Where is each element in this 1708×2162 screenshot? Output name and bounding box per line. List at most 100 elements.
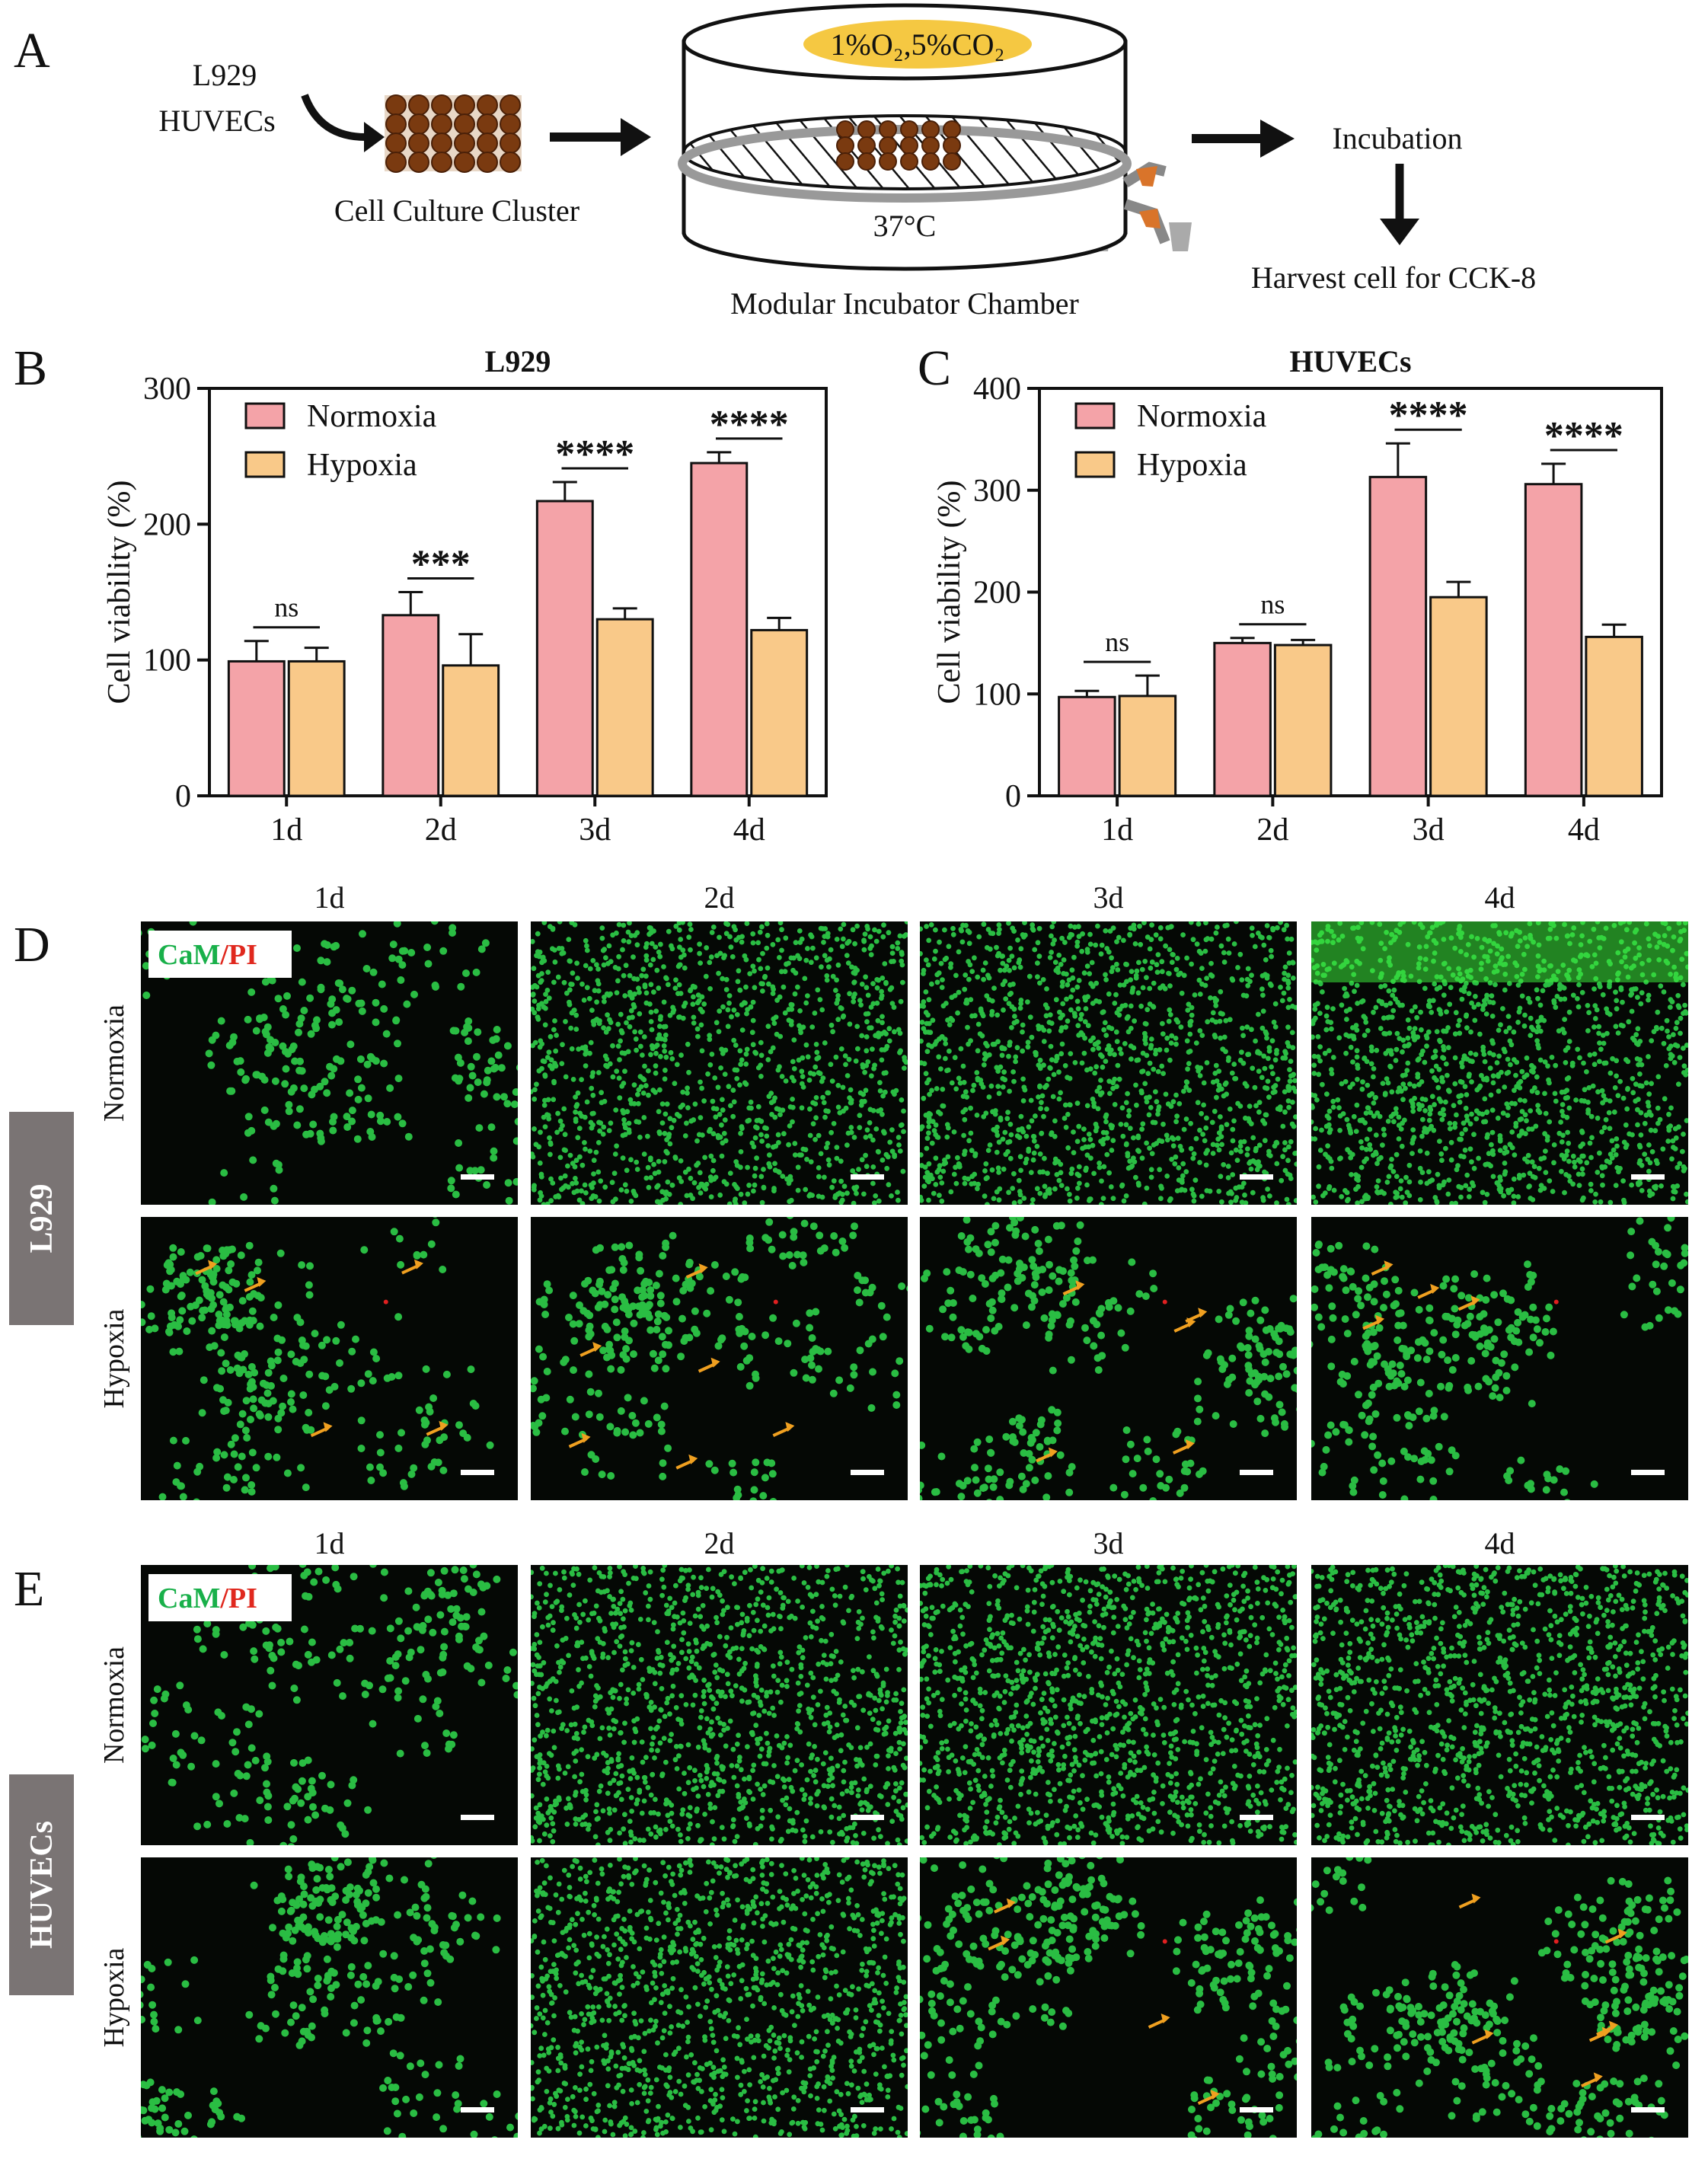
scale-bar bbox=[1631, 2107, 1665, 2113]
significance-label: **** bbox=[710, 403, 789, 446]
stain-cam-label: CaM bbox=[158, 939, 220, 971]
bar-normoxia bbox=[1525, 484, 1582, 796]
row-label: Normoxia bbox=[98, 1004, 130, 1122]
column-label: 4d bbox=[1485, 1526, 1515, 1560]
culture-well-icon bbox=[901, 137, 918, 154]
micrograph-background bbox=[1311, 1217, 1688, 1500]
dead-cell-marker bbox=[774, 1300, 778, 1305]
bar-normoxia bbox=[1370, 477, 1426, 796]
micrograph bbox=[1264, 1208, 1708, 1541]
scale-bar bbox=[1240, 1815, 1273, 1820]
significance-label: **** bbox=[1389, 394, 1468, 437]
stain-slash: / bbox=[219, 1582, 228, 1614]
legend-swatch-hypoxia bbox=[246, 452, 284, 477]
chamber-label: Modular Incubator Chamber bbox=[730, 286, 1079, 321]
culture-well-icon bbox=[943, 121, 960, 138]
significance-label: ns bbox=[1260, 589, 1285, 620]
culture-well-icon bbox=[901, 153, 918, 170]
micrograph: CaM/PI bbox=[103, 1522, 521, 1871]
significance-label: **** bbox=[555, 433, 634, 476]
scale-bar bbox=[851, 1815, 884, 1820]
dead-cell-marker bbox=[1554, 1300, 1559, 1305]
micrograph-background bbox=[920, 1217, 1297, 1500]
y-axis-label: Cell viability (%) bbox=[932, 481, 967, 704]
bar-normoxia bbox=[1215, 643, 1271, 796]
scale-bar bbox=[1631, 1174, 1665, 1180]
column-label: 2d bbox=[704, 1526, 735, 1560]
legend-label: Normoxia bbox=[1137, 399, 1267, 434]
column-label: 4d bbox=[1485, 880, 1515, 915]
bar-hypoxia bbox=[752, 630, 807, 796]
culture-well-icon bbox=[858, 121, 875, 138]
x-tick-label: 4d bbox=[1568, 813, 1600, 848]
culture-well-icon bbox=[455, 114, 474, 134]
dead-cell-marker bbox=[384, 1300, 388, 1305]
culture-well-icon bbox=[858, 153, 875, 170]
stain-cam-label: CaM bbox=[158, 1582, 220, 1614]
incubation-label: Incubation bbox=[1332, 121, 1462, 155]
culture-well-icon bbox=[901, 121, 918, 138]
panel-letter-e: E bbox=[14, 1561, 44, 1617]
culture-well-icon bbox=[386, 95, 406, 115]
micrograph bbox=[111, 1842, 563, 2162]
bar-normoxia bbox=[1059, 697, 1116, 796]
y-tick-label: 300 bbox=[143, 372, 191, 407]
micrograph bbox=[912, 1196, 1329, 1520]
culture-well-icon bbox=[880, 121, 896, 138]
y-tick-label: 200 bbox=[973, 576, 1021, 611]
culture-well-icon bbox=[943, 153, 960, 170]
significance-label: ns bbox=[1105, 627, 1129, 657]
x-tick-label: 4d bbox=[733, 813, 765, 848]
stain-label: CaM/PI bbox=[158, 1582, 257, 1614]
culture-well-icon bbox=[477, 114, 497, 134]
side-label: HUVECs bbox=[24, 1821, 59, 1949]
chart-title: HUVECs bbox=[1289, 344, 1411, 378]
stain-slash: / bbox=[219, 939, 228, 971]
cell-culture-cluster-label: Cell Culture Cluster bbox=[334, 193, 579, 228]
y-tick-label: 200 bbox=[143, 507, 191, 542]
panel-letter-c: C bbox=[918, 340, 951, 396]
panel-letter-a: A bbox=[14, 23, 50, 78]
cell-line-huvecs-label: HUVECs bbox=[158, 104, 275, 138]
micrograph bbox=[918, 919, 1299, 1208]
cell-culture-cluster-icon bbox=[385, 95, 522, 172]
legend-swatch-normoxia bbox=[246, 404, 284, 428]
y-tick-label: 0 bbox=[1005, 779, 1021, 814]
micrograph bbox=[1309, 1563, 1691, 1847]
column-label: 3d bbox=[1093, 1526, 1124, 1560]
panel-letter-b: B bbox=[14, 340, 47, 396]
micrograph bbox=[528, 1563, 910, 1848]
right-arrow-icon bbox=[550, 118, 651, 156]
culture-well-icon bbox=[477, 95, 497, 115]
bar-normoxia bbox=[691, 463, 747, 796]
curved-arrow-head-icon bbox=[364, 122, 385, 152]
micrograph bbox=[918, 1563, 1299, 1847]
scale-bar bbox=[851, 1174, 884, 1180]
micrograph bbox=[1309, 919, 1690, 1207]
culture-well-icon bbox=[500, 95, 520, 115]
down-arrow-icon bbox=[1380, 164, 1419, 245]
legend-label: Hypoxia bbox=[1137, 448, 1247, 483]
column-label: 1d bbox=[314, 880, 345, 915]
micrograph bbox=[1279, 1834, 1708, 2162]
panel-a: A L929 HUVECs Cell Culture Cluster bbox=[14, 5, 1536, 321]
row-label: Normoxia bbox=[98, 1646, 130, 1764]
culture-well-icon bbox=[837, 153, 854, 170]
scale-bar bbox=[461, 1174, 494, 1180]
stain-pi-label: PI bbox=[228, 1582, 257, 1614]
culture-well-icon bbox=[409, 133, 429, 153]
micrograph bbox=[528, 919, 910, 1207]
row-label: Hypoxia bbox=[98, 1947, 130, 2047]
culture-well-icon bbox=[880, 137, 896, 154]
culture-well-icon bbox=[409, 114, 429, 134]
x-tick-label: 2d bbox=[1256, 813, 1288, 848]
x-tick-label: 2d bbox=[425, 813, 457, 848]
x-tick-label: 3d bbox=[579, 813, 611, 848]
legend-label: Normoxia bbox=[307, 399, 437, 434]
culture-well-icon bbox=[432, 114, 452, 134]
y-axis-label: Cell viability (%) bbox=[102, 481, 137, 704]
culture-well-icon bbox=[409, 152, 429, 172]
culture-well-icon bbox=[477, 133, 497, 153]
